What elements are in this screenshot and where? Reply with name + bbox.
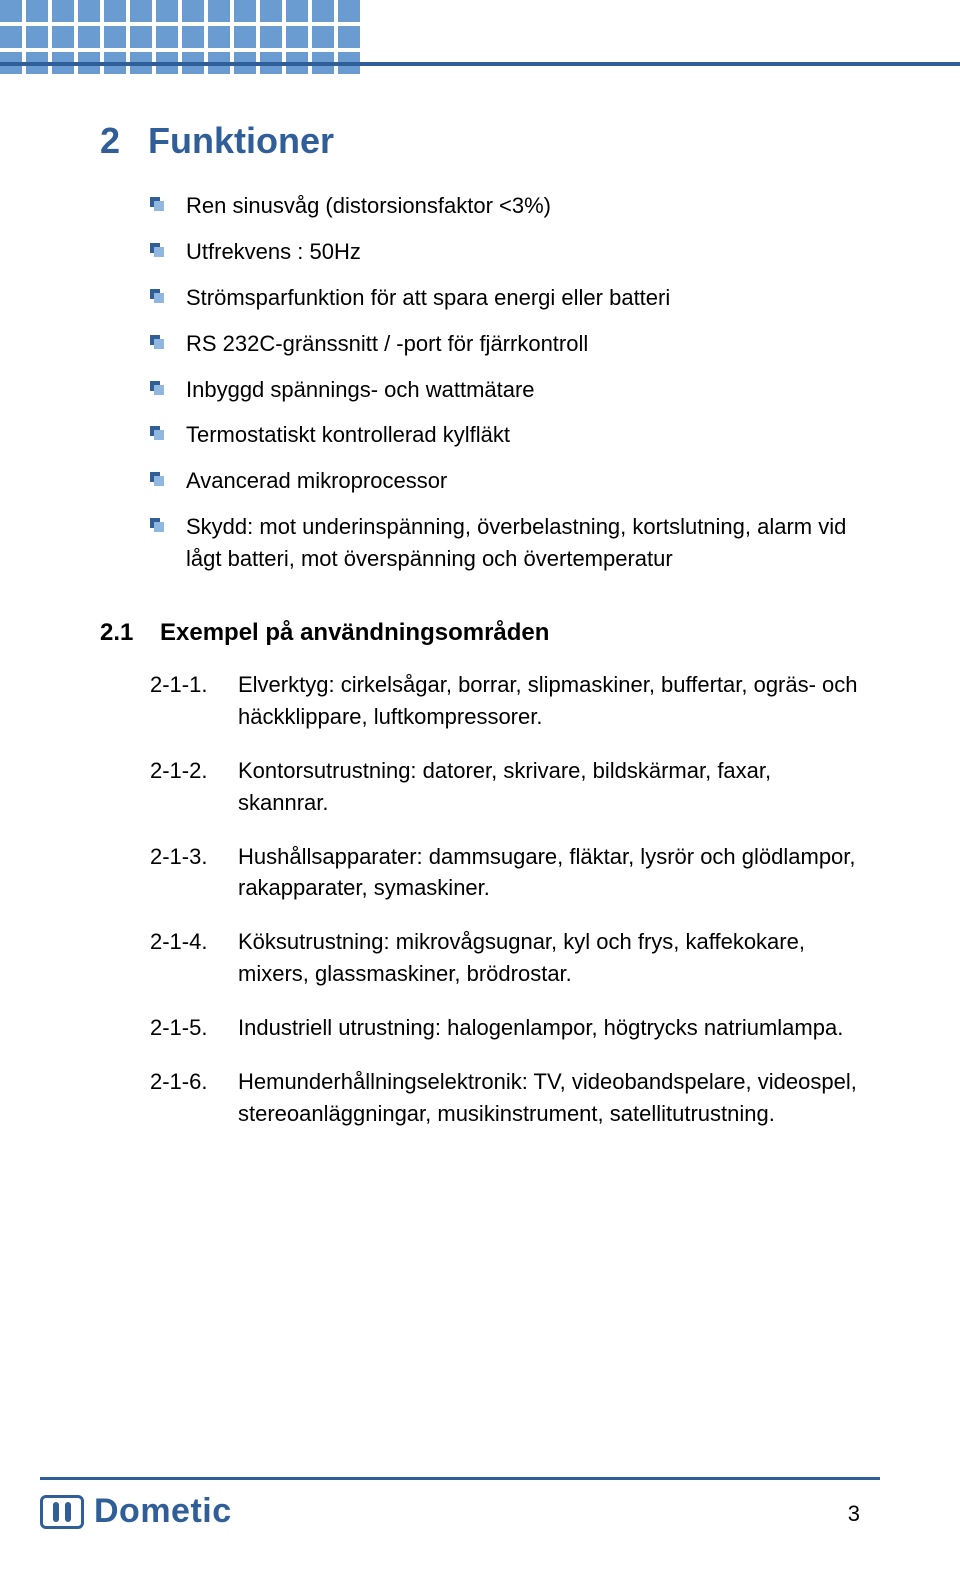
- feature-text: RS 232C-gränssnitt / -port för fjärrkont…: [186, 331, 588, 356]
- subsection-heading: 2.1Exempel på användningsområden: [100, 619, 860, 647]
- feature-text: Inbyggd spännings- och wattmätare: [186, 377, 535, 402]
- example-text: Köksutrustning: mikrovågsugnar, kyl och …: [238, 926, 860, 990]
- subsection-title: Exempel på användningsområden: [160, 619, 549, 646]
- brand-name: Dometic: [94, 1492, 232, 1531]
- footer-rule: [40, 1477, 880, 1480]
- feature-item: Ren sinusvåg (distorsionsfaktor <3%): [150, 190, 860, 222]
- feature-item: RS 232C-gränssnitt / -port för fjärrkont…: [150, 328, 860, 360]
- feature-item: Utfrekvens : 50Hz: [150, 236, 860, 268]
- square-bullet-icon: [150, 335, 164, 349]
- feature-text: Ren sinusvåg (distorsionsfaktor <3%): [186, 193, 551, 218]
- feature-item: Avancerad mikroprocessor: [150, 465, 860, 497]
- example-item: 2-1-6. Hemunderhållningselektronik: TV, …: [150, 1066, 860, 1130]
- feature-item: Strömsparfunktion för att spara energi e…: [150, 282, 860, 314]
- header-rule: [0, 62, 960, 66]
- example-item: 2-1-3. Hushållsapparater: dammsugare, fl…: [150, 841, 860, 905]
- section-title: Funktioner: [148, 120, 334, 161]
- example-list: 2-1-1. Elverktyg: cirkelsågar, borrar, s…: [150, 669, 860, 1130]
- feature-item: Skydd: mot underinspänning, överbelastni…: [150, 511, 860, 575]
- page-number: 3: [848, 1501, 860, 1527]
- footer: Dometic: [0, 1477, 960, 1531]
- square-bullet-icon: [150, 197, 164, 211]
- example-number: 2-1-3.: [150, 841, 238, 905]
- example-item: 2-1-4. Köksutrustning: mikrovågsugnar, k…: [150, 926, 860, 990]
- square-bullet-icon: [150, 243, 164, 257]
- content: 2Funktioner Ren sinusvåg (distorsionsfak…: [100, 0, 860, 1130]
- example-number: 2-1-2.: [150, 755, 238, 819]
- feature-text: Strömsparfunktion för att spara energi e…: [186, 285, 670, 310]
- example-number: 2-1-5.: [150, 1012, 238, 1044]
- square-bullet-icon: [150, 518, 164, 532]
- square-bullet-icon: [150, 381, 164, 395]
- square-bullet-icon: [150, 426, 164, 440]
- example-text: Industriell utrustning: halogenlampor, h…: [238, 1012, 860, 1044]
- feature-item: Termostatiskt kontrollerad kylfläkt: [150, 419, 860, 451]
- example-text: Hemunderhållningselektronik: TV, videoba…: [238, 1066, 860, 1130]
- subsection-number: 2.1: [100, 619, 160, 647]
- feature-text: Utfrekvens : 50Hz: [186, 239, 361, 264]
- example-item: 2-1-5. Industriell utrustning: halogenla…: [150, 1012, 860, 1044]
- square-bullet-icon: [150, 472, 164, 486]
- feature-item: Inbyggd spännings- och wattmätare: [150, 374, 860, 406]
- example-text: Elverktyg: cirkelsågar, borrar, slipmask…: [238, 669, 860, 733]
- page: 2Funktioner Ren sinusvåg (distorsionsfak…: [0, 0, 960, 1571]
- brand-badge-icon: [40, 1495, 84, 1529]
- example-text: Kontorsutrustning: datorer, skrivare, bi…: [238, 755, 860, 819]
- section-heading: 2Funktioner: [100, 120, 860, 162]
- example-number: 2-1-6.: [150, 1066, 238, 1130]
- square-bullet-icon: [150, 289, 164, 303]
- example-number: 2-1-4.: [150, 926, 238, 990]
- feature-text: Skydd: mot underinspänning, överbelastni…: [186, 514, 846, 571]
- example-item: 2-1-1. Elverktyg: cirkelsågar, borrar, s…: [150, 669, 860, 733]
- feature-list: Ren sinusvåg (distorsionsfaktor <3%) Utf…: [150, 190, 860, 575]
- section-number: 2: [100, 120, 148, 162]
- feature-text: Avancerad mikroprocessor: [186, 468, 447, 493]
- brand-logo: Dometic: [40, 1492, 960, 1531]
- feature-text: Termostatiskt kontrollerad kylfläkt: [186, 422, 510, 447]
- pattern-row: [0, 26, 364, 52]
- pattern-row: [0, 0, 364, 26]
- header-pattern: [0, 0, 364, 78]
- example-number: 2-1-1.: [150, 669, 238, 733]
- example-text: Hushållsapparater: dammsugare, fläktar, …: [238, 841, 860, 905]
- example-item: 2-1-2. Kontorsutrustning: datorer, skriv…: [150, 755, 860, 819]
